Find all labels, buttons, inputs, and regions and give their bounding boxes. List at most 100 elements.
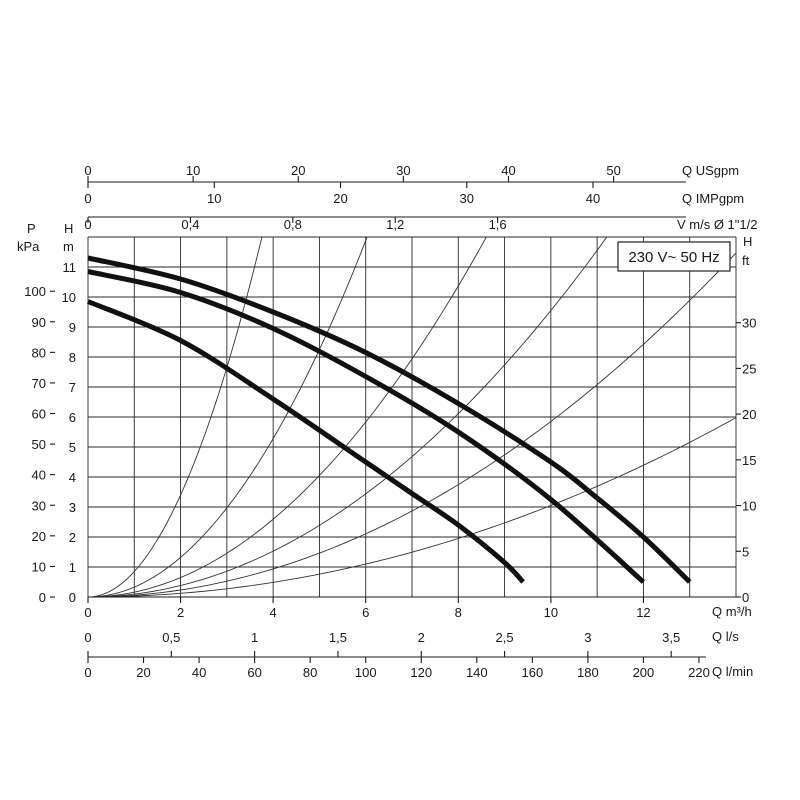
chart-grid [87, 236, 737, 598]
y-left-kpa-tick-label: 20 [32, 529, 46, 544]
y-left-kpa-tick-label: 10 [32, 559, 46, 574]
y-left-kpa-top-label: P [27, 221, 36, 236]
system-curve [87, 236, 487, 598]
x-bottom-ls-tick-label: 3,5 [662, 630, 680, 645]
pump-curve-1 [87, 299, 525, 584]
y-left-kpa-tick-label: 50 [32, 437, 46, 452]
y-left-m-tick-label: 0 [69, 590, 76, 605]
y-right-ft-label: ft [742, 253, 750, 268]
y-left-kpa-tick-label: 90 [32, 315, 46, 330]
y-right-ft-top-label: H [743, 234, 752, 249]
x-top-impgpm-tick-label: 0 [84, 191, 91, 206]
y-right-ft-tick-label: 10 [742, 499, 756, 514]
y-left-m-label: m [63, 239, 74, 254]
x-bottom-m3h-tick-label: 2 [177, 605, 184, 620]
x-bottom-ls-tick-label: 0 [84, 630, 91, 645]
x-top-impgpm-tick-label: 40 [586, 191, 600, 206]
x-bottom-lmin-tick-label: 80 [303, 665, 317, 680]
y-right-ft-tick-label: 15 [742, 453, 756, 468]
system-curves [87, 236, 737, 598]
x-bottom-lmin-tick-label: 20 [136, 665, 150, 680]
y-left-kpa-tick-label: 0 [39, 590, 46, 605]
y-right-ft-tick-label: 0 [742, 590, 749, 605]
x-top-impgpm-label: Q IMPgpm [682, 191, 744, 206]
x-top-usgpm-tick-label: 20 [291, 163, 305, 178]
pump-curves [87, 255, 692, 584]
y-left-kpa-tick-label: 30 [32, 498, 46, 513]
x-top-usgpm-tick-label: 0 [84, 163, 91, 178]
y-left-m-tick-label: 3 [69, 500, 76, 515]
y-left-m-tick-label: 9 [69, 320, 76, 335]
x-bottom-m3h-tick-label: 6 [362, 605, 369, 620]
x-bottom-ls-tick-label: 1 [251, 630, 258, 645]
y-left-m-tick-label: 11 [63, 260, 77, 275]
y-left-m-tick-label: 5 [69, 440, 76, 455]
y-left-kpa-tick-label: 40 [32, 468, 46, 483]
pump-curve-2 [87, 269, 646, 584]
x-bottom-ls-tick-label: 3 [584, 630, 591, 645]
system-curve [87, 236, 368, 598]
x-top-velocity-tick-label: 1,2 [386, 217, 404, 232]
x-bottom-ls-label: Q l/s [712, 629, 739, 644]
x-bottom-lmin-tick-label: 120 [410, 665, 432, 680]
x-bottom-lmin-tick-label: 220 [688, 665, 710, 680]
x-top-impgpm-tick-label: 10 [207, 191, 221, 206]
x-bottom-lmin-label: Q l/min [712, 664, 753, 679]
x-bottom-ls-tick-label: 2 [418, 630, 425, 645]
x-bottom-lmin-tick-label: 180 [577, 665, 599, 680]
voltage-badge-box [617, 241, 731, 272]
x-bottom-m3h-tick-label: 10 [544, 605, 558, 620]
x-bottom-lmin-tick-label: 200 [633, 665, 655, 680]
x-top-usgpm-tick-label: 40 [501, 163, 515, 178]
x-bottom-lmin-tick-label: 40 [192, 665, 206, 680]
y-left-m-tick-label: 4 [69, 470, 76, 485]
y-left-kpa-tick-label: 100 [24, 284, 46, 299]
x-bottom-m3h-tick-label: 12 [636, 605, 650, 620]
y-right-ft-tick-label: 20 [742, 407, 756, 422]
x-bottom-lmin-tick-label: 100 [355, 665, 377, 680]
x-bottom-m3h-tick-label: 0 [84, 605, 91, 620]
y-right-ft-tick-label: 25 [742, 361, 756, 376]
system-curve [87, 236, 263, 598]
y-left-m-tick-label: 6 [69, 410, 76, 425]
x-bottom-m3h-tick-label: 4 [270, 605, 277, 620]
x-top-impgpm-tick-label: 20 [333, 191, 347, 206]
x-top-velocity-tick-label: 0,8 [284, 217, 302, 232]
x-bottom-ls-tick-label: 2,5 [496, 630, 514, 645]
x-top-usgpm-tick-label: 50 [606, 163, 620, 178]
x-bottom-m3h-tick-label: 8 [455, 605, 462, 620]
y-left-m-tick-label: 2 [69, 530, 76, 545]
y-right-ft-tick-label: 5 [742, 544, 749, 559]
x-top-velocity-label: V m/s Ø 1"1/2 [677, 217, 757, 232]
y-left-m-tick-label: 10 [62, 290, 76, 305]
x-top-velocity-tick-label: 0 [84, 217, 91, 232]
y-left-kpa-label: kPa [17, 239, 40, 254]
x-bottom-ls-tick-label: 1,5 [329, 630, 347, 645]
system-curve [87, 417, 737, 598]
x-top-velocity-tick-label: 1,6 [489, 217, 507, 232]
y-right-ft-tick-label: 30 [742, 316, 756, 331]
x-top-usgpm-label: Q USgpm [682, 163, 739, 178]
x-bottom-lmin-tick-label: 0 [84, 665, 91, 680]
y-left-m-tick-label: 1 [69, 560, 76, 575]
x-bottom-lmin-tick-label: 160 [521, 665, 543, 680]
pump-curve-3 [87, 255, 692, 584]
voltage-badge: 230 V~ 50 Hz [628, 249, 719, 266]
x-top-usgpm-tick-label: 30 [396, 163, 410, 178]
y-left-m-tick-label: 7 [69, 380, 76, 395]
y-left-kpa-tick-label: 80 [32, 345, 46, 360]
y-left-kpa-tick-label: 70 [32, 376, 46, 391]
x-top-impgpm-tick-label: 30 [460, 191, 474, 206]
y-left-kpa-tick-label: 60 [32, 407, 46, 422]
system-curve [87, 236, 608, 598]
x-bottom-ls-tick-label: 0,5 [162, 630, 180, 645]
system-curve [87, 252, 737, 598]
x-bottom-lmin-tick-label: 140 [466, 665, 488, 680]
chart-axes: 0 2 4 6 8 10 120 0,5 1 1,5 2 2,5 3 3,50 20 40 60 80 100 120… [24, 163, 756, 680]
y-left-m-tick-label: 8 [69, 350, 76, 365]
x-bottom-lmin-tick-label: 60 [247, 665, 261, 680]
x-top-usgpm-tick-label: 10 [186, 163, 200, 178]
x-top-velocity-tick-label: 0,4 [181, 217, 199, 232]
y-left-m-top-label: H [64, 221, 73, 236]
